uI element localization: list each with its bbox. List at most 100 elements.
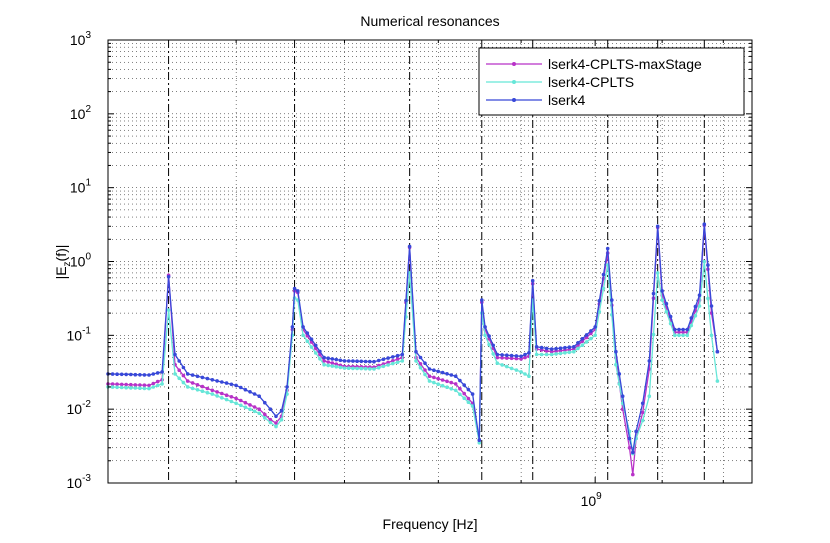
data-point bbox=[248, 403, 252, 407]
data-point bbox=[589, 329, 593, 333]
data-point bbox=[544, 346, 549, 351]
x-tick-labels: 109 bbox=[581, 491, 603, 509]
data-point bbox=[205, 390, 210, 395]
data-point bbox=[470, 404, 475, 408]
data-point bbox=[519, 370, 523, 374]
data-point bbox=[673, 327, 677, 332]
data-point bbox=[200, 384, 205, 389]
data-point bbox=[239, 398, 243, 403]
legend-marker bbox=[512, 80, 516, 84]
data-point bbox=[305, 339, 310, 344]
y-axis-label-sub: z bbox=[62, 261, 73, 266]
data-point bbox=[445, 372, 449, 376]
data-point bbox=[519, 357, 523, 361]
data-point bbox=[432, 368, 436, 373]
data-point bbox=[400, 359, 405, 363]
legend-label: lserk4 bbox=[548, 92, 586, 108]
data-point bbox=[462, 391, 467, 396]
data-point bbox=[190, 386, 195, 391]
data-point bbox=[173, 352, 177, 357]
y-tick-labels: 10-3 10-2 10-1 100 101 102 103 bbox=[67, 30, 92, 491]
data-point bbox=[215, 379, 219, 383]
x-tick-label: 109 bbox=[581, 491, 603, 509]
data-point bbox=[681, 330, 685, 335]
data-point bbox=[689, 323, 694, 328]
data-point bbox=[234, 401, 238, 406]
data-point bbox=[234, 383, 238, 388]
data-point bbox=[404, 298, 408, 303]
data-point bbox=[138, 386, 142, 391]
data-point bbox=[177, 376, 181, 381]
data-point bbox=[466, 396, 471, 401]
legend-label: lserk4-CPLTS-maxStage bbox=[548, 56, 702, 72]
data-point bbox=[685, 327, 690, 332]
data-point bbox=[567, 347, 572, 352]
data-point bbox=[195, 388, 200, 392]
data-point bbox=[576, 341, 580, 345]
data-point bbox=[185, 372, 190, 376]
data-point bbox=[407, 271, 412, 275]
data-point bbox=[355, 366, 359, 371]
data-point bbox=[205, 376, 210, 381]
data-point bbox=[200, 375, 205, 380]
data-point bbox=[119, 385, 124, 390]
data-point bbox=[440, 383, 445, 388]
data-point bbox=[181, 365, 186, 370]
data-point bbox=[514, 356, 519, 361]
data-point bbox=[554, 346, 558, 351]
data-point bbox=[500, 363, 504, 367]
data-point bbox=[640, 410, 645, 415]
legend-entry: lserk4-CPLTS bbox=[486, 74, 634, 90]
data-point bbox=[483, 325, 487, 329]
data-point bbox=[318, 349, 322, 354]
data-point bbox=[138, 383, 142, 387]
data-point bbox=[185, 385, 190, 389]
data-point bbox=[292, 286, 297, 291]
data-point bbox=[229, 395, 234, 399]
data-point bbox=[544, 349, 549, 353]
data-point bbox=[627, 446, 632, 450]
data-point bbox=[407, 244, 412, 249]
data-point bbox=[453, 382, 458, 386]
data-point bbox=[702, 222, 707, 226]
data-point bbox=[681, 333, 685, 338]
data-point bbox=[322, 359, 326, 363]
data-point bbox=[248, 390, 252, 394]
data-point bbox=[527, 374, 531, 379]
data-point bbox=[359, 359, 364, 364]
data-point bbox=[458, 392, 462, 397]
data-point bbox=[423, 361, 427, 366]
data-point bbox=[210, 392, 215, 396]
data-point bbox=[181, 380, 186, 385]
data-point bbox=[500, 353, 504, 357]
data-point bbox=[677, 327, 681, 332]
data-point bbox=[697, 293, 702, 298]
data-point bbox=[181, 373, 186, 378]
data-point bbox=[449, 387, 454, 391]
data-point bbox=[597, 299, 602, 303]
data-point bbox=[445, 385, 449, 390]
data-point bbox=[234, 396, 238, 401]
y-tick-label: 101 bbox=[70, 178, 92, 196]
data-point bbox=[436, 382, 441, 387]
data-point bbox=[151, 372, 156, 376]
data-point bbox=[160, 370, 164, 374]
x-axis-label: Frequency [Hz] bbox=[383, 516, 478, 532]
data-point bbox=[205, 386, 210, 391]
data-point bbox=[651, 332, 656, 337]
data-point bbox=[274, 424, 278, 429]
data-point bbox=[567, 345, 572, 350]
data-point bbox=[527, 351, 531, 355]
data-point bbox=[138, 373, 142, 377]
data-point bbox=[634, 429, 638, 434]
data-point bbox=[263, 412, 267, 417]
data-point bbox=[605, 246, 610, 251]
data-point bbox=[386, 356, 390, 360]
resonance-lines bbox=[168, 40, 705, 483]
data-point bbox=[239, 403, 243, 408]
data-point bbox=[514, 368, 519, 372]
data-point bbox=[151, 381, 156, 386]
data-point bbox=[647, 359, 652, 363]
data-point bbox=[620, 394, 625, 399]
data-point bbox=[495, 361, 500, 366]
